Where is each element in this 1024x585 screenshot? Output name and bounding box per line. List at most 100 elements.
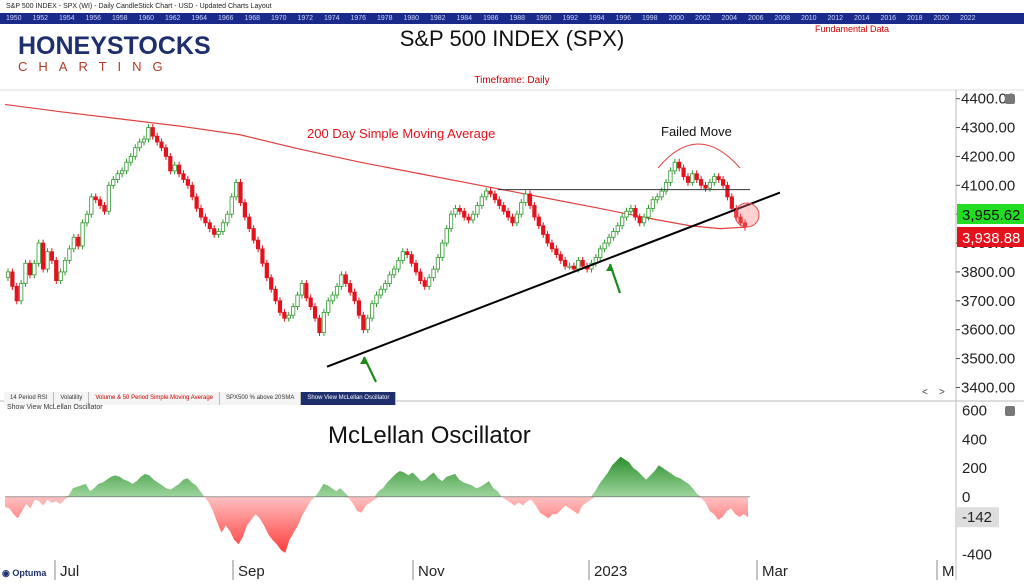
year-tick[interactable]: 1964	[191, 15, 208, 22]
year-tick[interactable]: 1968	[244, 15, 261, 22]
year-tick[interactable]: 1954	[59, 15, 75, 22]
trendline	[326, 191, 781, 368]
year-tick[interactable]: 2022	[960, 15, 976, 22]
candle-body	[383, 283, 388, 290]
year-tick[interactable]: 1996	[615, 15, 632, 22]
candle-body	[668, 170, 673, 183]
green-arrow-head	[606, 264, 614, 271]
year-tick[interactable]: 1988	[509, 15, 526, 22]
candle-body	[229, 196, 234, 215]
year-tick[interactable]: 1960	[138, 15, 155, 22]
candle-body	[672, 161, 677, 172]
candle-body	[387, 274, 392, 284]
tab-rsi[interactable]: 14 Period RSI	[4, 392, 55, 405]
candle-body	[514, 213, 519, 224]
candle-body	[475, 205, 480, 215]
fundamental-data-link[interactable]: Fundamental Data	[815, 24, 890, 34]
candle-body	[492, 193, 498, 201]
year-tick[interactable]: 2006	[748, 15, 764, 22]
candle-body	[703, 184, 708, 189]
year-strip[interactable]: 1950 1952 1954 1956 1958 1960 1962 1964 1966 1968…	[0, 13, 1024, 24]
candle-body	[119, 170, 125, 175]
optuma-icon: ◉	[2, 568, 10, 578]
year-tick[interactable]: 2010	[801, 15, 817, 22]
candle-body	[330, 294, 335, 302]
year-tick[interactable]: 1978	[377, 15, 393, 22]
year-tick[interactable]: 1998	[642, 15, 658, 22]
year-tick[interactable]: 2020	[933, 15, 950, 22]
year-tick[interactable]: 2004	[721, 15, 738, 22]
candle-body	[326, 300, 331, 313]
year-tick[interactable]: 1970	[271, 15, 287, 22]
year-tick[interactable]: 1962	[165, 15, 181, 22]
candle-body	[49, 251, 54, 261]
tab-volume[interactable]: Volume & 50 Period Simple Moving Average	[89, 392, 220, 405]
candle-body	[532, 205, 537, 218]
year-tick[interactable]: 1952	[32, 15, 49, 22]
year-tick[interactable]: 1994	[589, 15, 605, 22]
candle-body	[10, 271, 15, 287]
year-tick[interactable]: 1984	[456, 15, 473, 22]
candle-body	[598, 248, 603, 258]
year-tick[interactable]: 1972	[297, 15, 314, 22]
candle-body	[427, 277, 432, 287]
candle-body	[321, 311, 326, 333]
candle-body	[264, 262, 269, 279]
year-tick[interactable]: 1992	[562, 15, 579, 22]
candle-body	[571, 265, 577, 270]
year-tick[interactable]: 1966	[218, 15, 234, 22]
candle-body	[558, 254, 563, 261]
candle-body	[76, 236, 81, 247]
year-tick[interactable]: 2002	[695, 15, 711, 22]
year-tick[interactable]: 1982	[430, 15, 446, 22]
candle-body	[567, 265, 572, 269]
year-tick[interactable]: 1990	[536, 15, 552, 22]
year-tick[interactable]: 1976	[350, 15, 367, 22]
candle-body	[462, 210, 467, 218]
year-tick[interactable]: 2000	[668, 15, 685, 22]
candle-body	[549, 242, 555, 250]
year-tick[interactable]: 2008	[774, 15, 791, 22]
candle-body	[418, 271, 423, 281]
candle-body	[536, 216, 541, 227]
candle-body	[431, 268, 436, 279]
candle-body	[269, 277, 274, 290]
candle-body	[646, 208, 651, 218]
year-tick[interactable]: 2016	[880, 15, 897, 22]
osc-positive-area	[5, 456, 748, 497]
candle-body	[633, 208, 638, 218]
candle-body	[365, 317, 370, 331]
year-tick[interactable]: 1958	[112, 15, 128, 22]
candle-body	[378, 288, 383, 296]
candle-body	[93, 196, 98, 201]
candle-body	[720, 179, 726, 186]
candle-body	[694, 173, 699, 180]
tab-mclellan[interactable]: Show View McLellan Oscillator	[301, 392, 397, 405]
year-tick[interactable]: 2018	[907, 15, 923, 22]
candle-body	[71, 236, 76, 250]
tab-volatility[interactable]: Volatility	[54, 392, 90, 405]
x-tick-label: Sep	[238, 563, 265, 580]
candle-body	[159, 141, 164, 149]
candle-body	[519, 202, 524, 215]
candle-body	[260, 248, 265, 264]
year-tick[interactable]: 1980	[403, 15, 420, 22]
nav-right-icon[interactable]: >	[938, 387, 945, 398]
candle-body	[690, 173, 695, 183]
candle-body	[102, 205, 107, 212]
year-tick[interactable]: 1986	[483, 15, 499, 22]
x-tick-label: Jul	[60, 563, 79, 580]
year-tick[interactable]: 2014	[854, 15, 870, 22]
nav-left-icon[interactable]: <	[922, 387, 928, 398]
year-tick[interactable]: 1956	[85, 15, 102, 22]
candle-body	[620, 216, 625, 227]
candle-body	[62, 259, 68, 273]
tab-spx-above-20sma[interactable]: SPX500 % above 20SMA	[220, 392, 302, 405]
candle-body	[141, 138, 147, 143]
candle-body	[523, 193, 528, 204]
year-tick[interactable]: 1950	[6, 15, 22, 22]
year-tick[interactable]: 1974	[324, 15, 340, 22]
year-tick[interactable]: 2012	[827, 15, 844, 22]
candle-body	[712, 176, 717, 183]
